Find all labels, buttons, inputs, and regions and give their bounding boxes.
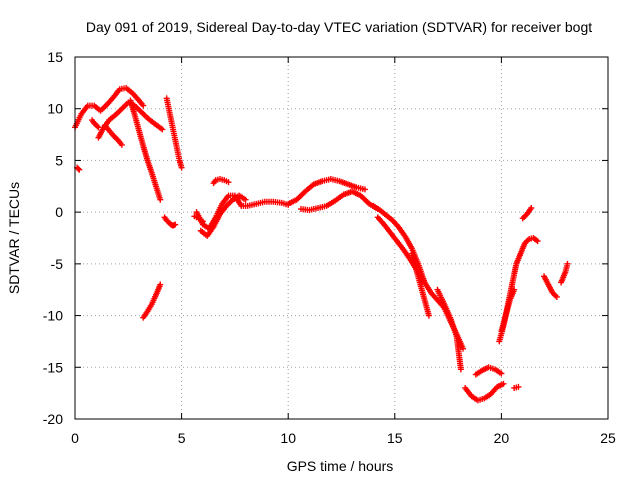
x-axis-label: GPS time / hours — [287, 458, 394, 474]
series-arc-t — [462, 380, 507, 404]
data-points — [72, 85, 571, 404]
series-arc-d — [101, 122, 125, 148]
data-point — [95, 124, 102, 131]
series-arc-h — [163, 95, 185, 171]
data-point — [460, 345, 467, 352]
x-tick-label: 25 — [600, 430, 616, 446]
y-tick-label: 5 — [55, 152, 63, 168]
y-tick-label: 0 — [55, 204, 63, 220]
y-tick-label: -15 — [43, 359, 63, 375]
chart-title: Day 091 of 2019, Sidereal Day-to-day VTE… — [86, 19, 592, 35]
data-point — [500, 380, 507, 387]
axis-ticks: 0 5 10 15 20 25 -20 -15 -10 -5 0 5 10 15 — [43, 49, 616, 446]
series-arc-u — [472, 364, 505, 378]
y-tick-label: -5 — [51, 256, 64, 272]
data-point — [564, 260, 571, 267]
y-tick-label: -20 — [43, 411, 63, 427]
series-arc-m — [191, 213, 206, 225]
data-point — [498, 370, 505, 377]
data-point — [511, 286, 518, 293]
data-point — [140, 102, 147, 109]
y-axis-label: SDTVAR / TECUs — [6, 182, 22, 294]
data-point — [361, 186, 368, 193]
data-point — [172, 221, 179, 228]
data-point — [528, 205, 535, 212]
data-point — [157, 196, 164, 203]
series-arc-r — [408, 250, 432, 319]
x-tick-label: 10 — [280, 430, 296, 446]
x-tick-label: 20 — [494, 430, 510, 446]
data-point — [159, 126, 166, 133]
data-point — [178, 164, 185, 171]
plot-frame — [74, 56, 609, 420]
series-arc-l — [210, 176, 232, 187]
series-arc-i — [161, 214, 179, 229]
data-point — [118, 141, 125, 148]
series-arc-y — [541, 273, 560, 300]
series-arc-zz — [511, 383, 522, 391]
series-arc-z — [558, 260, 571, 286]
data-point — [457, 366, 464, 373]
data-point — [553, 293, 560, 300]
series-arc-g — [140, 281, 164, 321]
y-tick-label: 10 — [47, 101, 63, 117]
x-tick-label: 5 — [178, 430, 186, 446]
data-point — [199, 218, 206, 225]
y-tick-label: 15 — [47, 49, 63, 65]
series-arc-c — [127, 97, 164, 203]
series-arc-a — [72, 85, 147, 131]
series-arc-s — [434, 286, 464, 373]
series-arc-w — [498, 286, 518, 335]
data-point — [515, 383, 522, 390]
series-arc-k — [197, 192, 249, 239]
series-arc-f — [89, 117, 102, 131]
series-arc-x — [519, 205, 535, 222]
data-point — [225, 179, 232, 186]
data-point — [75, 165, 82, 172]
data-point — [157, 281, 164, 288]
series-arc-o — [297, 188, 381, 214]
x-tick-label: 0 — [71, 430, 79, 446]
y-tick-label: -10 — [43, 308, 63, 324]
x-tick-label: 15 — [387, 430, 403, 446]
series-arc-n — [285, 176, 368, 207]
data-point — [76, 166, 83, 173]
data-point — [94, 123, 101, 130]
data-point — [425, 312, 432, 319]
data-point — [242, 196, 249, 203]
series-arc-e — [74, 164, 83, 173]
data-point — [534, 238, 541, 245]
